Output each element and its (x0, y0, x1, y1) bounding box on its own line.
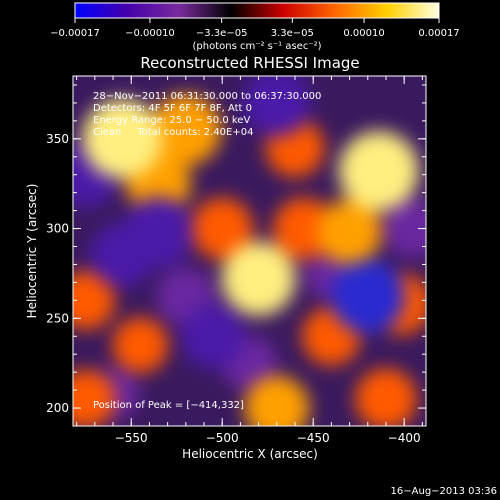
annotation-clean-counts: Clean Total counts: 2.40E+04 (93, 127, 253, 138)
x-axis: −550 −500 −450 −400 (76, 76, 423, 445)
emission-hotspot (244, 375, 310, 426)
colorbar-units-label: (photons cm⁻² s⁻¹ asec⁻²) (192, 41, 321, 52)
y-tick-label: 300 (46, 222, 69, 236)
x-tick-label: −400 (388, 431, 421, 445)
plot-frame (72, 75, 427, 427)
emission-hotspot (112, 317, 169, 373)
heatmap-image (73, 76, 426, 426)
colorbar-ticks: −0.00017 −0.00010 −3.3e−05 3.3e−05 0.00010 0.… (50, 18, 460, 39)
y-tick-label: 250 (46, 311, 69, 325)
chart-title: Reconstructed RHESSI Image (140, 54, 359, 72)
colorbar-tick-label: −3.3e−05 (196, 28, 248, 39)
negative-region (180, 303, 246, 369)
emission-hotspot (338, 131, 419, 212)
colorbar-tick-label: 0.00010 (343, 28, 384, 39)
emission-hotspot (150, 94, 222, 166)
colorbar-tick-label: −0.00010 (125, 28, 175, 39)
x-tick-label: −450 (297, 431, 330, 445)
x-tick-label: −500 (206, 431, 239, 445)
emission-hotspot (73, 271, 116, 330)
emission-hotspot (82, 98, 163, 179)
annotation-time-range: 28−Nov−2011 06:31:30.000 to 06:37:30.000 (93, 91, 321, 102)
emission-hotspot (191, 197, 254, 260)
negative-region (123, 196, 194, 268)
emission-hotspot (317, 199, 382, 265)
y-axis-label: Heliocentric Y (arcsec) (25, 184, 39, 319)
negative-region (383, 199, 426, 258)
y-tick-label: 350 (46, 132, 69, 146)
y-axis: 200 250 300 350 (46, 84, 426, 427)
negative-region (330, 259, 405, 334)
colorbar-tick-label: −0.00017 (50, 28, 100, 39)
emission-hotspot (355, 368, 417, 426)
colorbar (74, 2, 440, 19)
x-tick-label: −550 (115, 431, 148, 445)
x-axis-label: Heliocentric X (arcsec) (182, 447, 318, 461)
annotation-detectors: Detectors: 4F 5F 6F 7F 8F, Att 0 (93, 103, 252, 114)
colorbar-tick-label: 0.00017 (418, 28, 459, 39)
annotation-energy-range: Energy Range: 25.0 − 50.0 keV (93, 115, 250, 126)
emission-hotspot (221, 241, 296, 316)
colorbar-tick-label: 3.3e−05 (271, 28, 314, 39)
footer-date: 16−Aug−2013 03:36 (391, 486, 497, 497)
annotation-peak-position: Position of Peak = [−414,332] (93, 400, 244, 411)
negative-region (242, 76, 311, 137)
y-tick-label: 200 (46, 401, 69, 415)
emission-hotspot (73, 369, 116, 426)
